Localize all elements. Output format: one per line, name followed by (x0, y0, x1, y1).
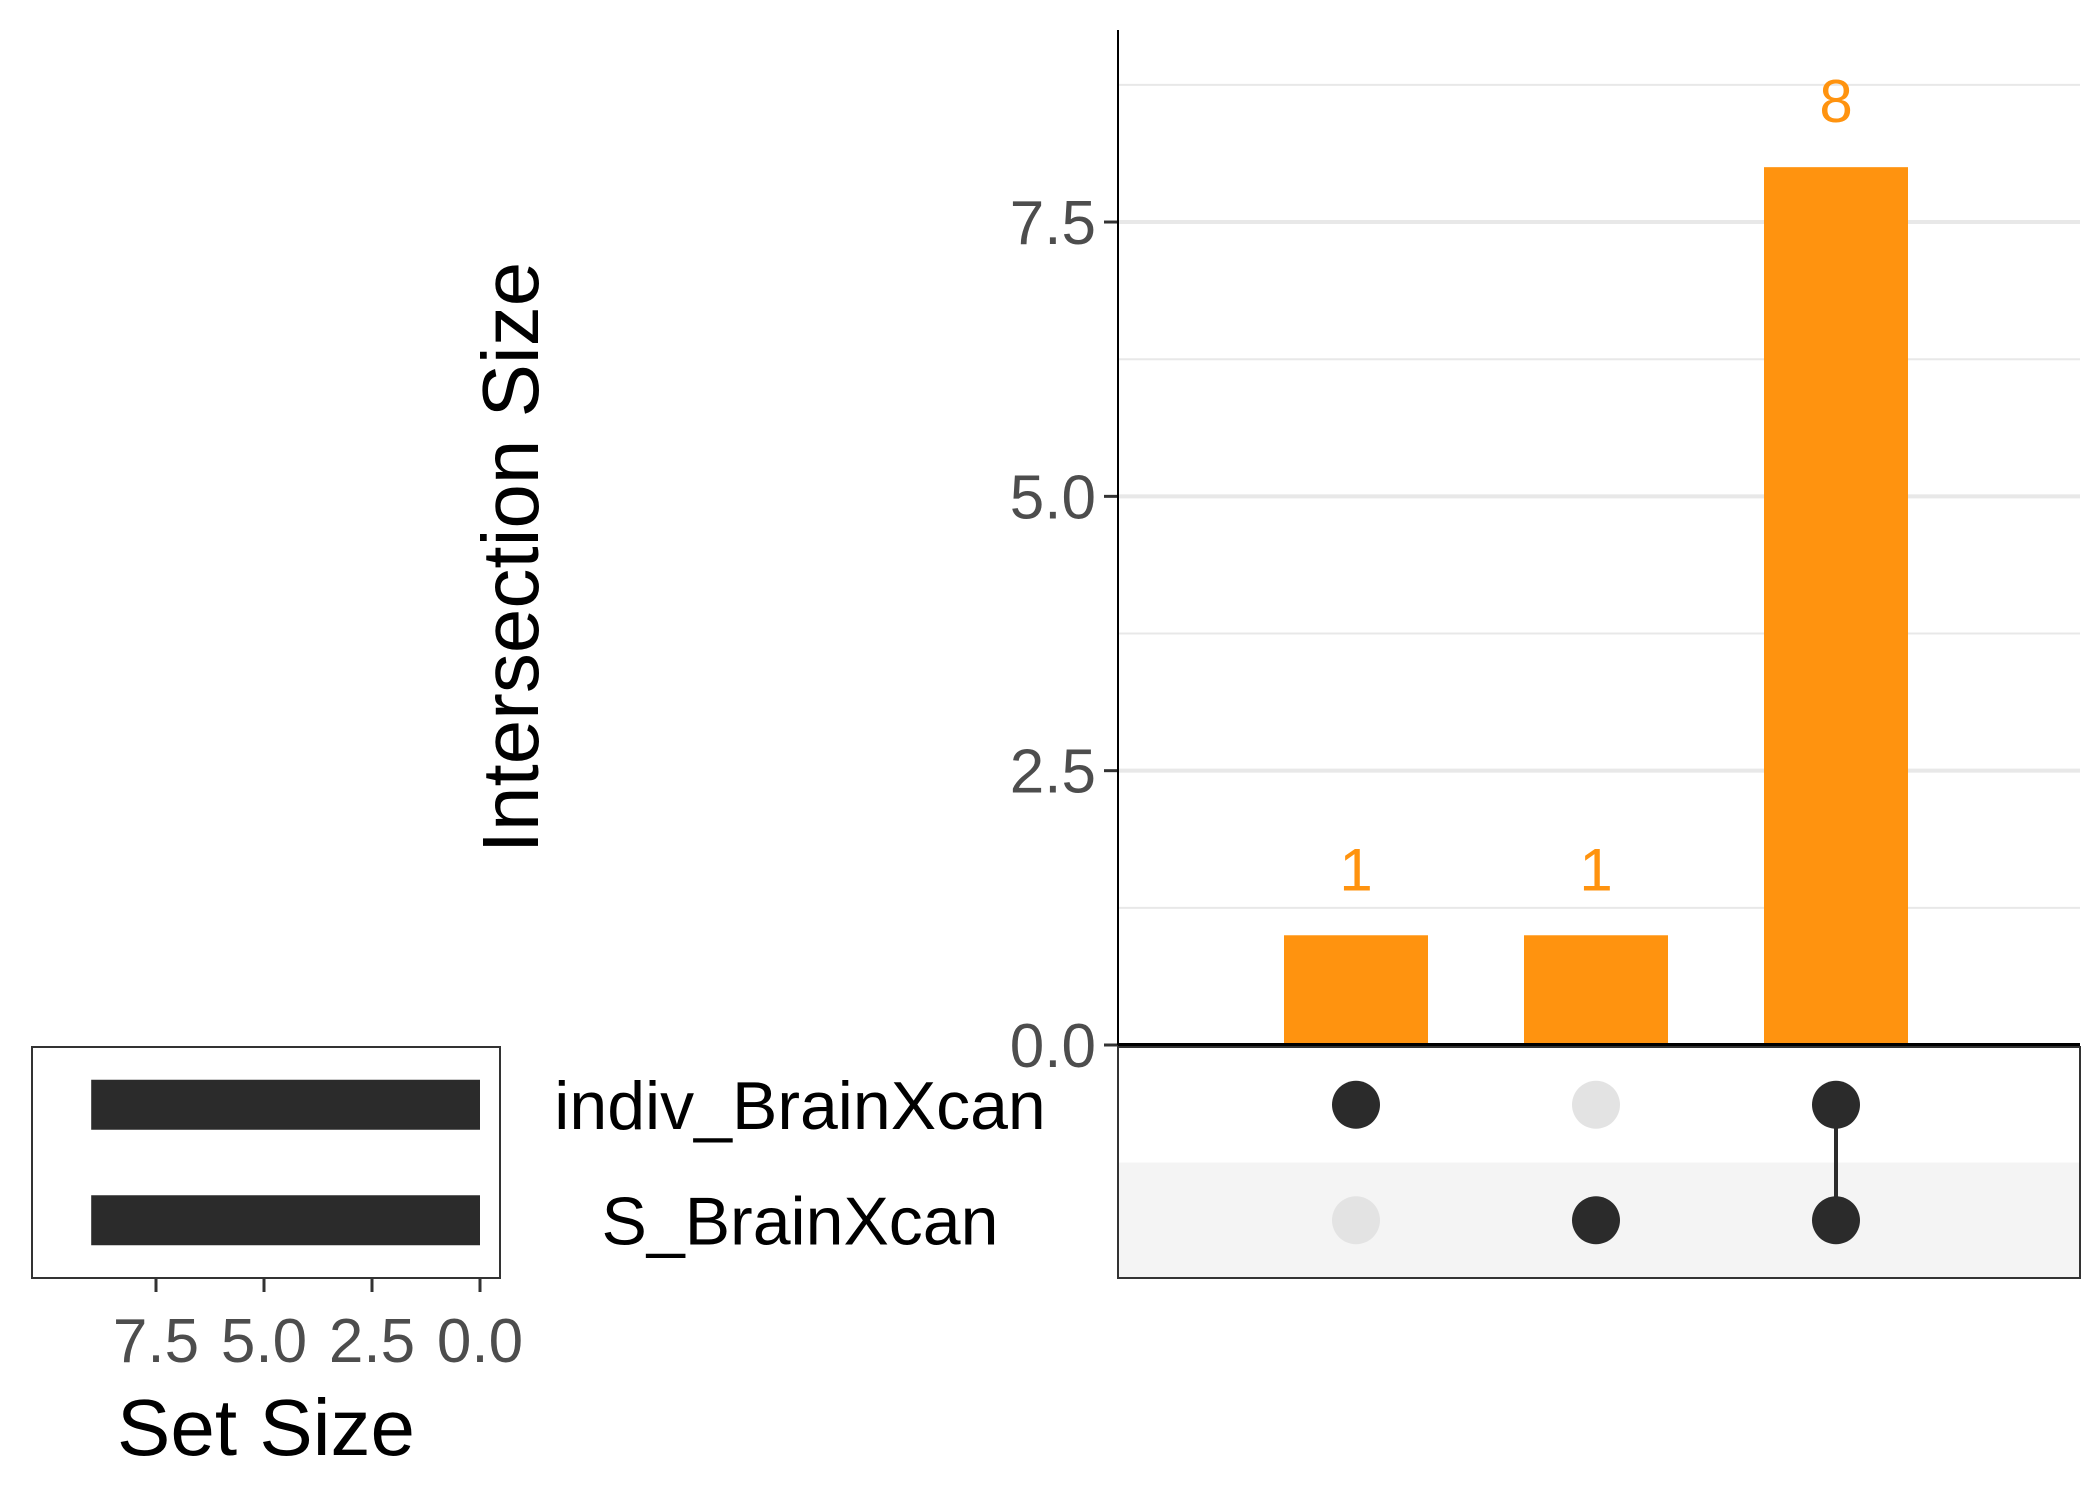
intersection-bar (1524, 935, 1668, 1045)
matrix-dot-active (1812, 1080, 1860, 1129)
bar-labels: 1 1 8 (1339, 68, 1852, 903)
grid-lines (1118, 83, 2080, 909)
set-label: S_BrainXcan (602, 1183, 999, 1259)
set-size-bar (91, 1195, 480, 1246)
intersection-bar (1764, 167, 1908, 1045)
set-size-tick-label: 0.0 (437, 1307, 523, 1376)
intersection-matrix (1117, 1046, 2081, 1279)
y-axis-ticks: 0.0 2.5 5.0 7.5 (1010, 189, 1118, 1081)
set-size-panel: 7.5 5.0 2.5 0.0 (31, 1046, 523, 1376)
matrix-dot-active (1572, 1196, 1620, 1245)
matrix-dot-inactive (1332, 1196, 1380, 1245)
bar-value-label: 1 (1579, 836, 1612, 903)
set-size-title: Set Size (117, 1383, 415, 1472)
bar-value-label: 1 (1339, 836, 1372, 903)
y-tick-label: 7.5 (1010, 189, 1096, 258)
set-size-tick-label: 5.0 (221, 1307, 307, 1376)
set-size-bar (91, 1079, 480, 1130)
y-axis-title: Intersection Size (466, 262, 555, 853)
y-tick-label: 5.0 (1010, 463, 1096, 532)
matrix-dot-inactive (1572, 1080, 1620, 1129)
intersection-bar (1284, 935, 1428, 1045)
matrix-frame (1117, 1046, 2081, 1279)
set-label: indiv_BrainXcan (554, 1068, 1045, 1144)
set-labels: indiv_BrainXcan S_BrainXcan (554, 1068, 1045, 1260)
set-size-tick-label: 2.5 (329, 1307, 415, 1376)
set-size-tick-label: 7.5 (113, 1307, 199, 1376)
intersection-bars (1284, 167, 1908, 1045)
y-tick-label: 2.5 (1010, 738, 1096, 807)
y-tick-label: 0.0 (1010, 1012, 1096, 1081)
matrix-dot-active (1332, 1080, 1380, 1129)
matrix-dot-active (1812, 1196, 1860, 1245)
bar-value-label: 8 (1819, 68, 1852, 135)
